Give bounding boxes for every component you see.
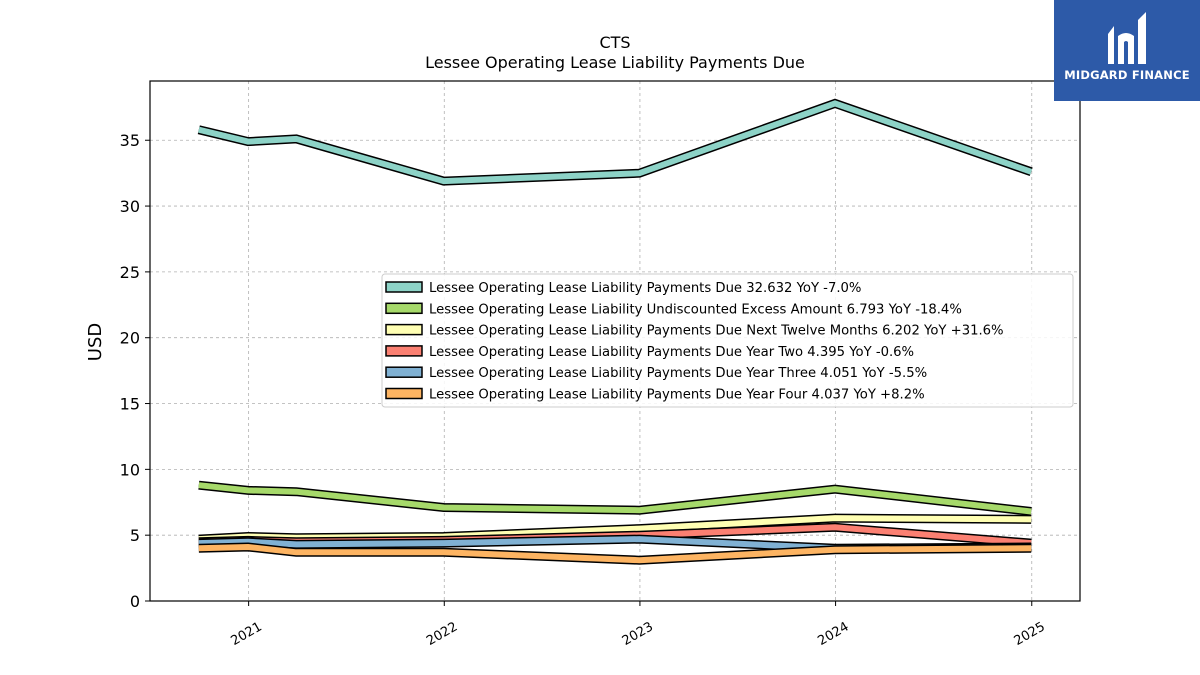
legend-swatch	[385, 387, 423, 400]
plot-frame	[149, 80, 1081, 602]
series-1	[197, 98, 1033, 186]
series-line-outline	[197, 98, 1033, 186]
x-tick-label: 2022	[424, 619, 460, 649]
legend-entry: Lessee Operating Lease Liability Undisco…	[429, 302, 962, 317]
y-tick-label: 10	[120, 460, 140, 479]
x-tick-label: 2021	[228, 619, 264, 649]
series-6	[198, 542, 1032, 565]
legend-entry: Lessee Operating Lease Liability Payment…	[429, 388, 925, 403]
legend-entry: Lessee Operating Lease Liability Payment…	[429, 324, 1004, 339]
series-line	[198, 543, 1032, 564]
legend-swatch	[385, 281, 423, 293]
series-2	[198, 480, 1032, 516]
y-tick-label: 20	[120, 329, 140, 348]
legend-entry: Lessee Operating Lease Liability Payment…	[429, 281, 861, 296]
legend-swatch	[385, 302, 423, 315]
x-tick-label: 2025	[1012, 619, 1048, 649]
legend-box	[381, 273, 1074, 408]
x-tick-label: 2024	[815, 619, 851, 649]
logo-text: MIDGARD FINANCE	[1064, 68, 1190, 82]
y-tick-label: 15	[120, 395, 140, 414]
legend-entry: Lessee Operating Lease Liability Payment…	[429, 366, 927, 381]
chart-title: CTS	[599, 33, 630, 52]
chart-subtitle: Lessee Operating Lease Liability Payment…	[425, 53, 805, 72]
y-axis-label: USD	[85, 323, 106, 361]
legend-entry: Lessee Operating Lease Liability Payment…	[429, 345, 914, 360]
x-tick-label: 2023	[620, 619, 656, 649]
y-tick-label: 5	[130, 526, 140, 545]
y-tick-label: 30	[120, 197, 140, 216]
y-tick-label: 35	[120, 131, 140, 150]
legend-swatch	[385, 323, 423, 336]
legend-swatch	[385, 345, 423, 357]
legend: Lessee Operating Lease Liability Payment…	[381, 273, 1074, 408]
logo-mark-icon	[1108, 12, 1146, 64]
series-layer	[197, 98, 1033, 565]
y-tick-label: 0	[130, 592, 140, 611]
series-line	[198, 100, 1033, 185]
series-line	[198, 482, 1032, 515]
y-tick-label: 25	[120, 263, 140, 282]
legend-swatch	[385, 366, 423, 378]
brand-logo: MIDGARD FINANCE	[1054, 0, 1200, 101]
